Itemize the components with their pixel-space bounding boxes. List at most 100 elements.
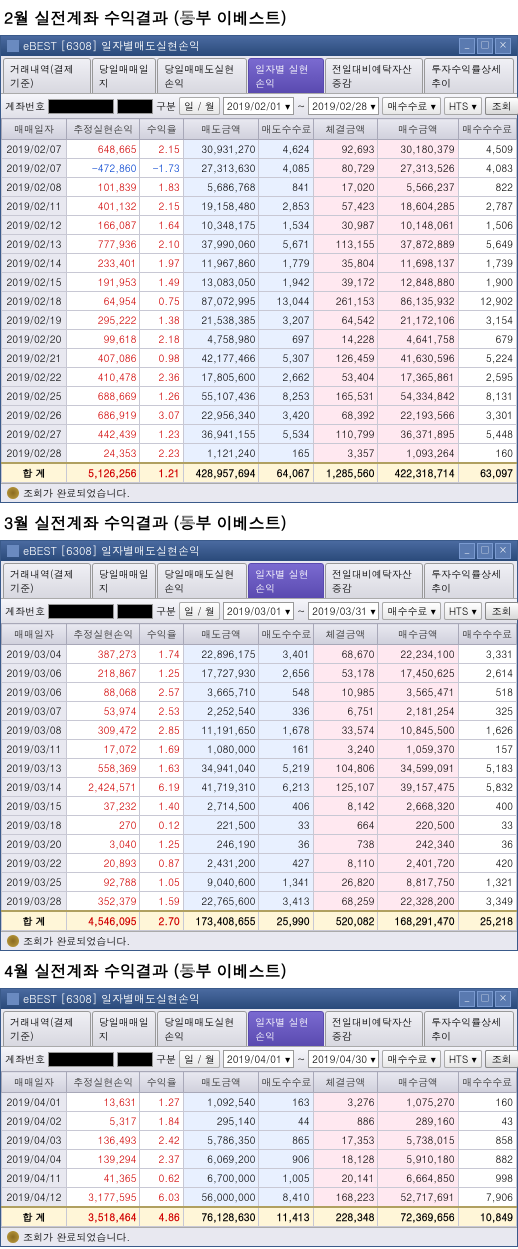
column-header[interactable]: 수익율 [140,1072,183,1093]
tab[interactable]: 당일매매일지 [92,58,157,93]
table-row[interactable]: 2019/02/15191,9531.4913,083,0501,94239,1… [2,273,517,292]
column-header[interactable]: 매매일자 [2,1072,67,1093]
date-from[interactable]: 2019/03/01 ▾ [223,602,294,620]
table-row[interactable]: 2019/02/13777,9362.1037,990,0605,671113,… [2,235,517,254]
column-header[interactable]: 체결금액 [313,624,378,645]
tab[interactable]: 당일매매도실현손익 [157,563,247,598]
tab[interactable]: 일자별 실현손익 [248,563,324,598]
table-row[interactable]: 2019/02/27442,4391.2336,941,1555,534110,… [2,425,517,444]
tab[interactable]: 투자수익률상세추이 [424,563,514,598]
table-row[interactable]: 2019/02/19295,2221.3821,538,3853,20764,5… [2,311,517,330]
table-row[interactable]: 2019/02/11401,1322.1519,158,4802,85357,4… [2,197,517,216]
table-row[interactable]: 2019/03/1537,2321.402,714,5004068,1422,6… [2,797,517,816]
table-row[interactable]: 2019/03/0688,0682.573,665,71054810,9853,… [2,683,517,702]
table-row[interactable]: 2019/04/1141,3650.626,700,0001,00520,141… [2,1169,517,1188]
column-header[interactable]: 매도금액 [183,624,259,645]
column-header[interactable]: 체결금액 [313,1072,378,1093]
toolbar-chip[interactable]: HTS ▾ [444,602,482,620]
toolbar-chip[interactable]: HTS ▾ [444,97,482,115]
column-header[interactable]: 매도금액 [183,119,259,140]
table-row[interactable]: 2019/03/0753,9742.532,252,5403366,7512,1… [2,702,517,721]
toolbar-chip[interactable]: 매수수료 ▾ [382,1050,440,1068]
search-button[interactable]: 조회 [485,602,518,620]
table-row[interactable]: 2019/02/2824,3532.231,121,2401653,3571,0… [2,444,517,464]
tab[interactable]: 당일매매도실현손익 [157,58,247,93]
table-row[interactable]: 2019/02/08101,8391.835,686,76884117,0205… [2,178,517,197]
column-header[interactable]: 추정실현손익 [66,1072,140,1093]
column-header[interactable]: 매수수수료 [458,1072,516,1093]
close-button[interactable]: × [495,991,511,1007]
date-from[interactable]: 2019/04/01 ▾ [223,1050,294,1068]
search-button[interactable]: 조회 [485,97,518,115]
tab[interactable]: 거래내역(결제기준) [3,58,91,93]
table-row[interactable]: 2019/02/25688,6691.2655,107,4368,253165,… [2,387,517,406]
date-from[interactable]: 2019/02/01 ▾ [223,97,294,115]
table-row[interactable]: 2019/03/28352,3791.5922,765,6003,41368,2… [2,892,517,912]
account-sub-input[interactable] [117,1052,153,1067]
toolbar-chip[interactable]: 매수수료 ▾ [382,97,440,115]
account-sub-input[interactable] [117,604,153,619]
table-row[interactable]: 2019/04/04139,2942.376,069,20090618,1285… [2,1150,517,1169]
tab[interactable]: 거래내역(결제기준) [3,563,91,598]
table-row[interactable]: 2019/03/182700.12221,50033664220,50033 [2,816,517,835]
table-row[interactable]: 2019/03/06218,8671.2517,727,9302,65653,1… [2,664,517,683]
period-select[interactable]: 일 / 월 [179,97,220,115]
table-row[interactable]: 2019/04/03136,4932.425,786,35086517,3535… [2,1131,517,1150]
column-header[interactable]: 매매일자 [2,624,67,645]
account-input[interactable] [48,604,114,619]
column-header[interactable]: 추정실현손익 [66,624,140,645]
table-row[interactable]: 2019/03/203,0401.25246,19036738242,34036 [2,835,517,854]
column-header[interactable]: 매수수수료 [458,624,516,645]
date-to[interactable]: 2019/04/30 ▾ [308,1050,379,1068]
date-to[interactable]: 2019/03/31 ▾ [308,602,379,620]
tab[interactable]: 당일매매도실현손익 [157,1011,247,1046]
maximize-button[interactable]: □ [477,543,493,559]
table-row[interactable]: 2019/02/12166,0871.6410,348,1751,53430,9… [2,216,517,235]
minimize-button[interactable]: _ [459,991,475,1007]
minimize-button[interactable]: _ [459,38,475,54]
maximize-button[interactable]: □ [477,38,493,54]
tab[interactable]: 전일대비예탁자산증감 [325,58,423,93]
table-row[interactable]: 2019/03/2592,7881.059,040,6001,34126,820… [2,873,517,892]
account-sub-input[interactable] [117,99,153,114]
table-row[interactable]: 2019/04/025,3171.84295,14044886289,16043 [2,1112,517,1131]
table-row[interactable]: 2019/02/07-472,860-1.7327,313,6304,08580… [2,159,517,178]
table-row[interactable]: 2019/02/2099,6182.184,758,98069714,2284,… [2,330,517,349]
column-header[interactable]: 매도수수료 [259,1072,313,1093]
column-header[interactable]: 매수수수료 [458,119,516,140]
column-header[interactable]: 매도수수료 [259,624,313,645]
tab[interactable]: 전일대비예탁자산증감 [325,563,423,598]
table-row[interactable]: 2019/03/2220,8930.872,431,2004278,1102,4… [2,854,517,873]
toolbar-chip[interactable]: HTS ▾ [444,1050,482,1068]
table-row[interactable]: 2019/02/26686,9193.0722,956,3403,42068,3… [2,406,517,425]
table-row[interactable]: 2019/02/22410,4782.3617,805,6002,66253,4… [2,368,517,387]
tab[interactable]: 전일대비예탁자산증감 [325,1011,423,1046]
table-row[interactable]: 2019/03/13558,3691.6334,941,0405,219104,… [2,759,517,778]
table-row[interactable]: 2019/02/1864,9540.7587,072,99513,044261,… [2,292,517,311]
table-row[interactable]: 2019/03/04387,2731.7422,896,1753,40168,6… [2,645,517,664]
column-header[interactable]: 매도금액 [183,1072,259,1093]
column-header[interactable]: 매수금액 [378,1072,458,1093]
tab[interactable]: 거래내역(결제기준) [3,1011,91,1046]
tab[interactable]: 일자별 실현손익 [248,1011,324,1046]
maximize-button[interactable]: □ [477,991,493,1007]
tab[interactable]: 일자별 실현손익 [248,58,324,93]
toolbar-chip[interactable]: 매수수료 ▾ [382,602,440,620]
column-header[interactable]: 매수금액 [378,624,458,645]
account-input[interactable] [48,99,114,114]
table-row[interactable]: 2019/03/142,424,5716.1941,719,3106,21312… [2,778,517,797]
minimize-button[interactable]: _ [459,543,475,559]
tab[interactable]: 투자수익률상세추이 [424,1011,514,1046]
column-header[interactable]: 매매일자 [2,119,67,140]
table-row[interactable]: 2019/03/1117,0721.691,080,0001613,2401,0… [2,740,517,759]
column-header[interactable]: 추정실현손익 [66,119,140,140]
date-to[interactable]: 2019/02/28 ▾ [308,97,379,115]
table-row[interactable]: 2019/04/0113,6311.271,092,5401633,2761,0… [2,1093,517,1112]
account-input[interactable] [48,1052,114,1067]
column-header[interactable]: 수익율 [140,624,183,645]
tab[interactable]: 당일매매일지 [92,563,157,598]
column-header[interactable]: 체결금액 [313,119,378,140]
column-header[interactable]: 매수금액 [378,119,458,140]
search-button[interactable]: 조회 [485,1050,518,1068]
close-button[interactable]: × [495,38,511,54]
